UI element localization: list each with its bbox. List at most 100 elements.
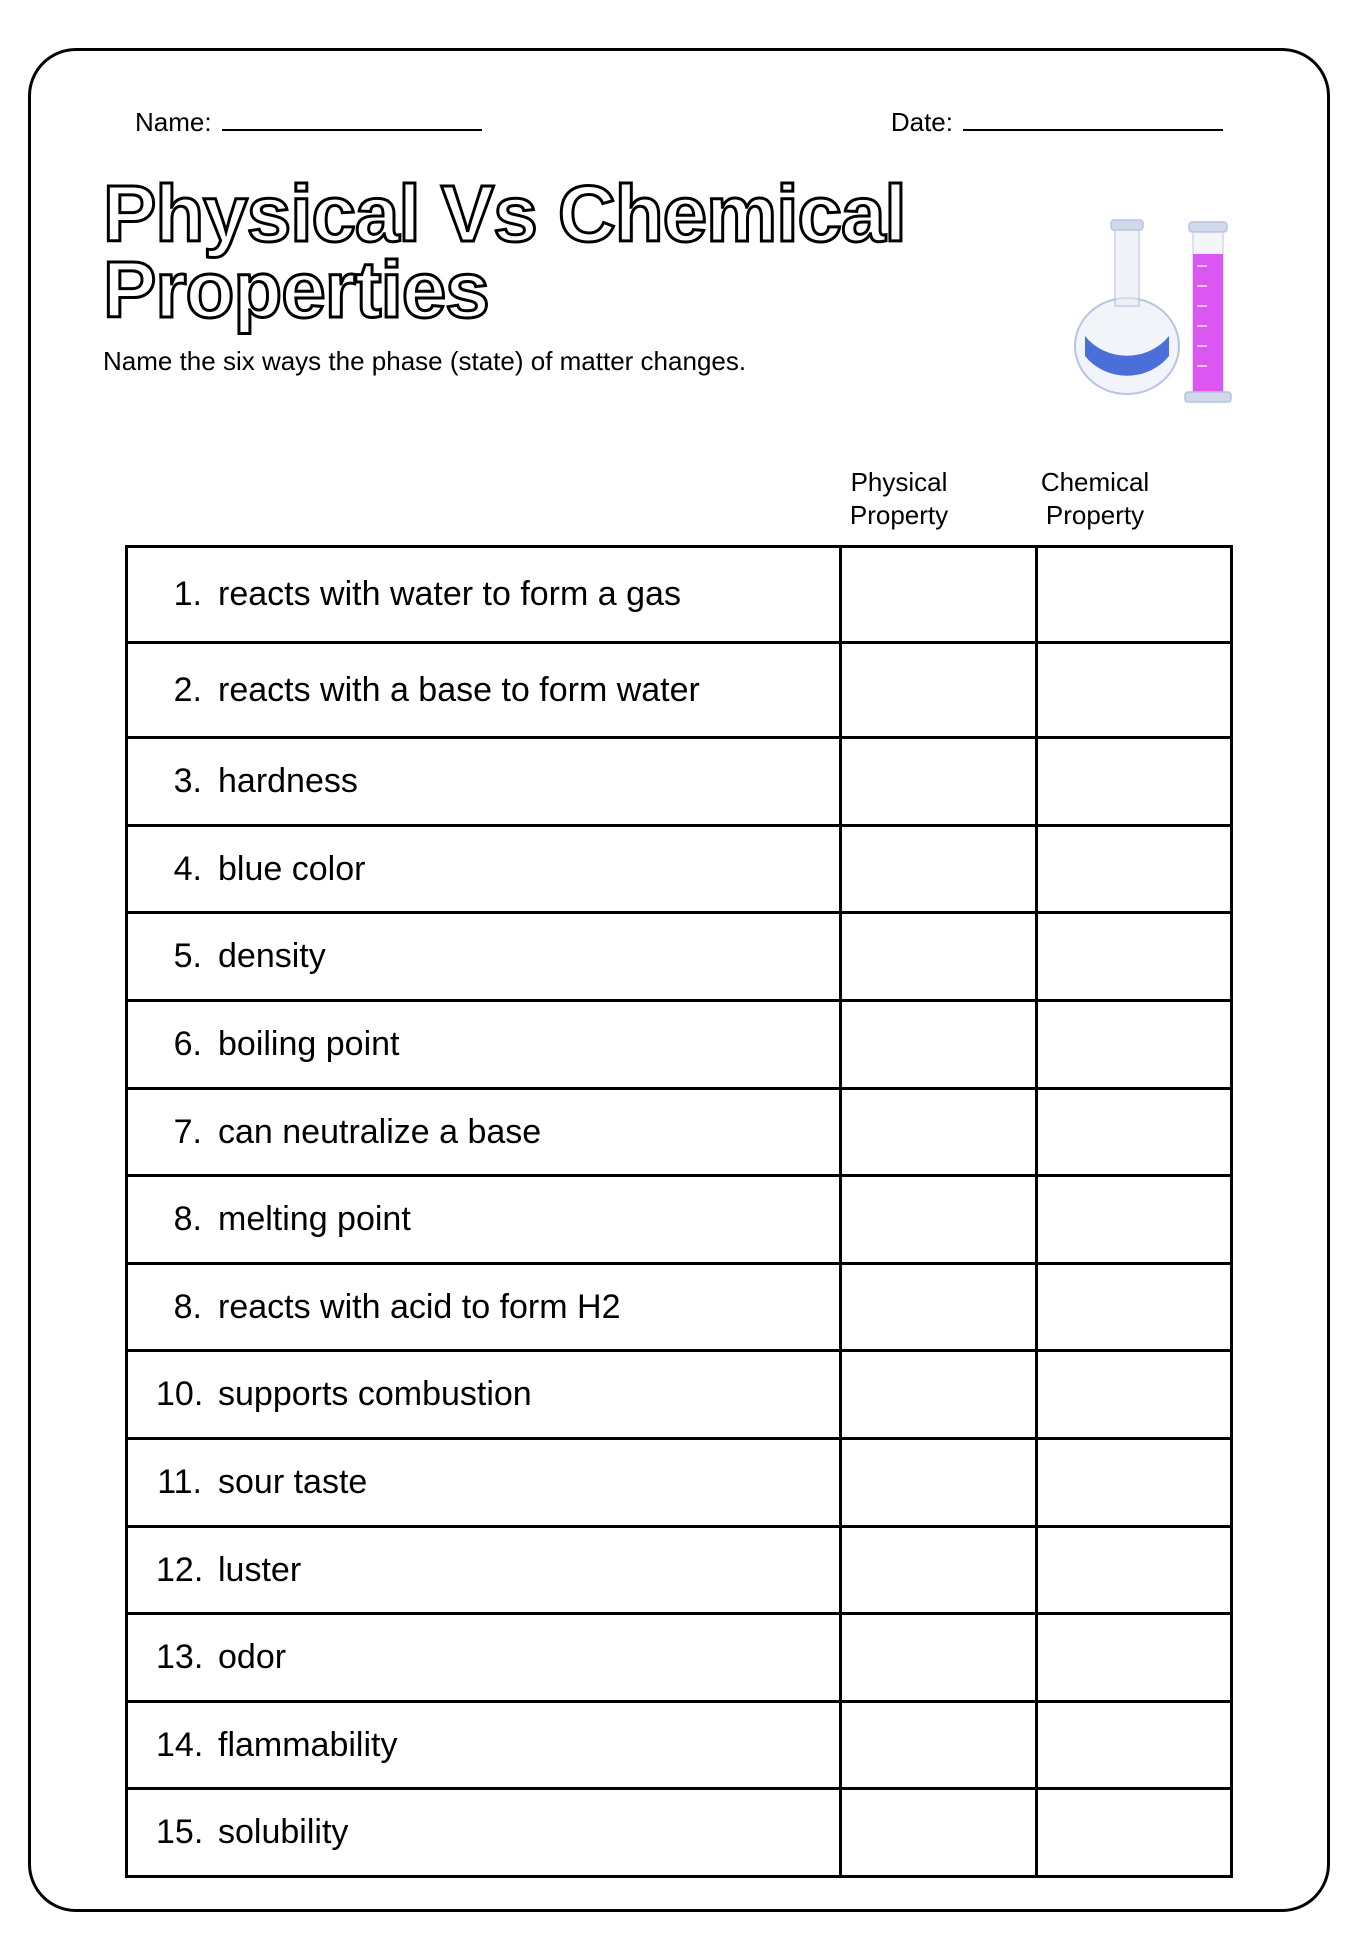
table-row: 6.boiling point — [127, 1000, 1232, 1088]
chemical-check-cell[interactable] — [1036, 1000, 1231, 1088]
item-number: 13. — [156, 1625, 218, 1690]
table-row: 7.can neutralize a base — [127, 1088, 1232, 1176]
date-field-group: Date: — [891, 107, 1223, 138]
page-frame: Name: Date: Physical Vs Chemical Propert… — [28, 48, 1330, 1912]
item: 11.sour taste — [128, 1440, 839, 1525]
item-number: 4. — [156, 837, 218, 902]
physical-check-cell[interactable] — [841, 738, 1036, 826]
table-row: 3.hardness — [127, 738, 1232, 826]
item-text: reacts with water to form a gas — [218, 562, 819, 627]
table-row: 12.luster — [127, 1526, 1232, 1614]
description-cell: 14.flammability — [127, 1701, 841, 1789]
chemical-check-cell[interactable] — [1036, 913, 1231, 1001]
item: 1.reacts with water to form a gas — [128, 548, 839, 641]
column-headers: Physical Property Chemical Property — [103, 466, 1255, 531]
header-fields: Name: Date: — [103, 107, 1255, 138]
chemical-check-cell[interactable] — [1036, 1526, 1231, 1614]
chemical-check-cell[interactable] — [1036, 547, 1231, 643]
item-number: 5. — [156, 924, 218, 989]
chemical-check-cell[interactable] — [1036, 642, 1231, 738]
description-cell: 15.solubility — [127, 1789, 841, 1877]
physical-check-cell[interactable] — [841, 1351, 1036, 1439]
physical-check-cell[interactable] — [841, 1438, 1036, 1526]
item-text: reacts with a base to form water — [218, 658, 819, 723]
physical-check-cell[interactable] — [841, 1701, 1036, 1789]
physical-check-cell[interactable] — [841, 825, 1036, 913]
name-field-group: Name: — [135, 107, 482, 138]
physical-check-cell[interactable] — [841, 1789, 1036, 1877]
physical-check-cell[interactable] — [841, 1088, 1036, 1176]
item-text: odor — [218, 1625, 819, 1690]
item-text: luster — [218, 1538, 819, 1603]
chemical-check-cell[interactable] — [1036, 1351, 1231, 1439]
item: 4.blue color — [128, 827, 839, 912]
chemical-check-cell[interactable] — [1036, 1701, 1231, 1789]
physical-header: Physical Property — [801, 466, 997, 531]
table-row: 15.solubility — [127, 1789, 1232, 1877]
subtitle: Name the six ways the phase (state) of m… — [103, 346, 1055, 377]
item: 7.can neutralize a base — [128, 1090, 839, 1175]
item-text: can neutralize a base — [218, 1100, 819, 1165]
title-row: Physical Vs Chemical Properties Name the… — [103, 176, 1255, 406]
item-number: 7. — [156, 1100, 218, 1165]
item-text: solubility — [218, 1800, 819, 1865]
description-cell: 3.hardness — [127, 738, 841, 826]
description-cell: 7.can neutralize a base — [127, 1088, 841, 1176]
item-number: 1. — [156, 562, 218, 627]
item-text: density — [218, 924, 819, 989]
chemical-header: Chemical Property — [997, 466, 1193, 531]
item-text: supports combustion — [218, 1362, 819, 1427]
physical-check-cell[interactable] — [841, 1263, 1036, 1351]
item-text: boiling point — [218, 1012, 819, 1077]
description-cell: 13.odor — [127, 1614, 841, 1702]
item: 12.luster — [128, 1528, 839, 1613]
chemical-check-cell[interactable] — [1036, 1088, 1231, 1176]
chemical-check-cell[interactable] — [1036, 738, 1231, 826]
physical-check-cell[interactable] — [841, 1176, 1036, 1264]
item: 5.density — [128, 914, 839, 999]
chemical-check-cell[interactable] — [1036, 1789, 1231, 1877]
item-number: 15. — [156, 1800, 218, 1865]
item-number: 10. — [156, 1362, 218, 1427]
item-text: hardness — [218, 749, 819, 814]
chemical-check-cell[interactable] — [1036, 1438, 1231, 1526]
title-block: Physical Vs Chemical Properties Name the… — [103, 176, 1055, 377]
date-label: Date: — [891, 107, 953, 138]
description-cell: 12.luster — [127, 1526, 841, 1614]
item-text: reacts with acid to form H2 — [218, 1275, 819, 1340]
item: 6.boiling point — [128, 1002, 839, 1087]
properties-table: 1.reacts with water to form a gas2.react… — [125, 545, 1233, 1878]
item-text: flammability — [218, 1713, 819, 1778]
physical-check-cell[interactable] — [841, 1614, 1036, 1702]
physical-check-cell[interactable] — [841, 1526, 1036, 1614]
item: 8.reacts with acid to form H2 — [128, 1265, 839, 1350]
description-cell: 8.reacts with acid to form H2 — [127, 1263, 841, 1351]
main-title: Physical Vs Chemical Properties — [103, 176, 1055, 328]
chemical-check-cell[interactable] — [1036, 1263, 1231, 1351]
table-row: 4.blue color — [127, 825, 1232, 913]
table-row: 8.melting point — [127, 1176, 1232, 1264]
chemical-check-cell[interactable] — [1036, 825, 1231, 913]
item: 3.hardness — [128, 739, 839, 824]
chemical-check-cell[interactable] — [1036, 1614, 1231, 1702]
physical-check-cell[interactable] — [841, 547, 1036, 643]
table-row: 14.flammability — [127, 1701, 1232, 1789]
item-number: 3. — [156, 749, 218, 814]
description-cell: 10.supports combustion — [127, 1351, 841, 1439]
date-input-line[interactable] — [963, 109, 1223, 131]
item: 10.supports combustion — [128, 1352, 839, 1437]
chemical-check-cell[interactable] — [1036, 1176, 1231, 1264]
table-row: 1.reacts with water to form a gas — [127, 547, 1232, 643]
item-number: 2. — [156, 658, 218, 723]
description-cell: 1.reacts with water to form a gas — [127, 547, 841, 643]
physical-check-cell[interactable] — [841, 1000, 1036, 1088]
name-input-line[interactable] — [222, 109, 482, 131]
physical-check-cell[interactable] — [841, 642, 1036, 738]
item: 15.solubility — [128, 1790, 839, 1875]
item-text: blue color — [218, 837, 819, 902]
physical-check-cell[interactable] — [841, 913, 1036, 1001]
table-row: 5.density — [127, 913, 1232, 1001]
description-cell: 4.blue color — [127, 825, 841, 913]
description-cell: 5.density — [127, 913, 841, 1001]
worksheet-page: Name: Date: Physical Vs Chemical Propert… — [0, 20, 1358, 1940]
